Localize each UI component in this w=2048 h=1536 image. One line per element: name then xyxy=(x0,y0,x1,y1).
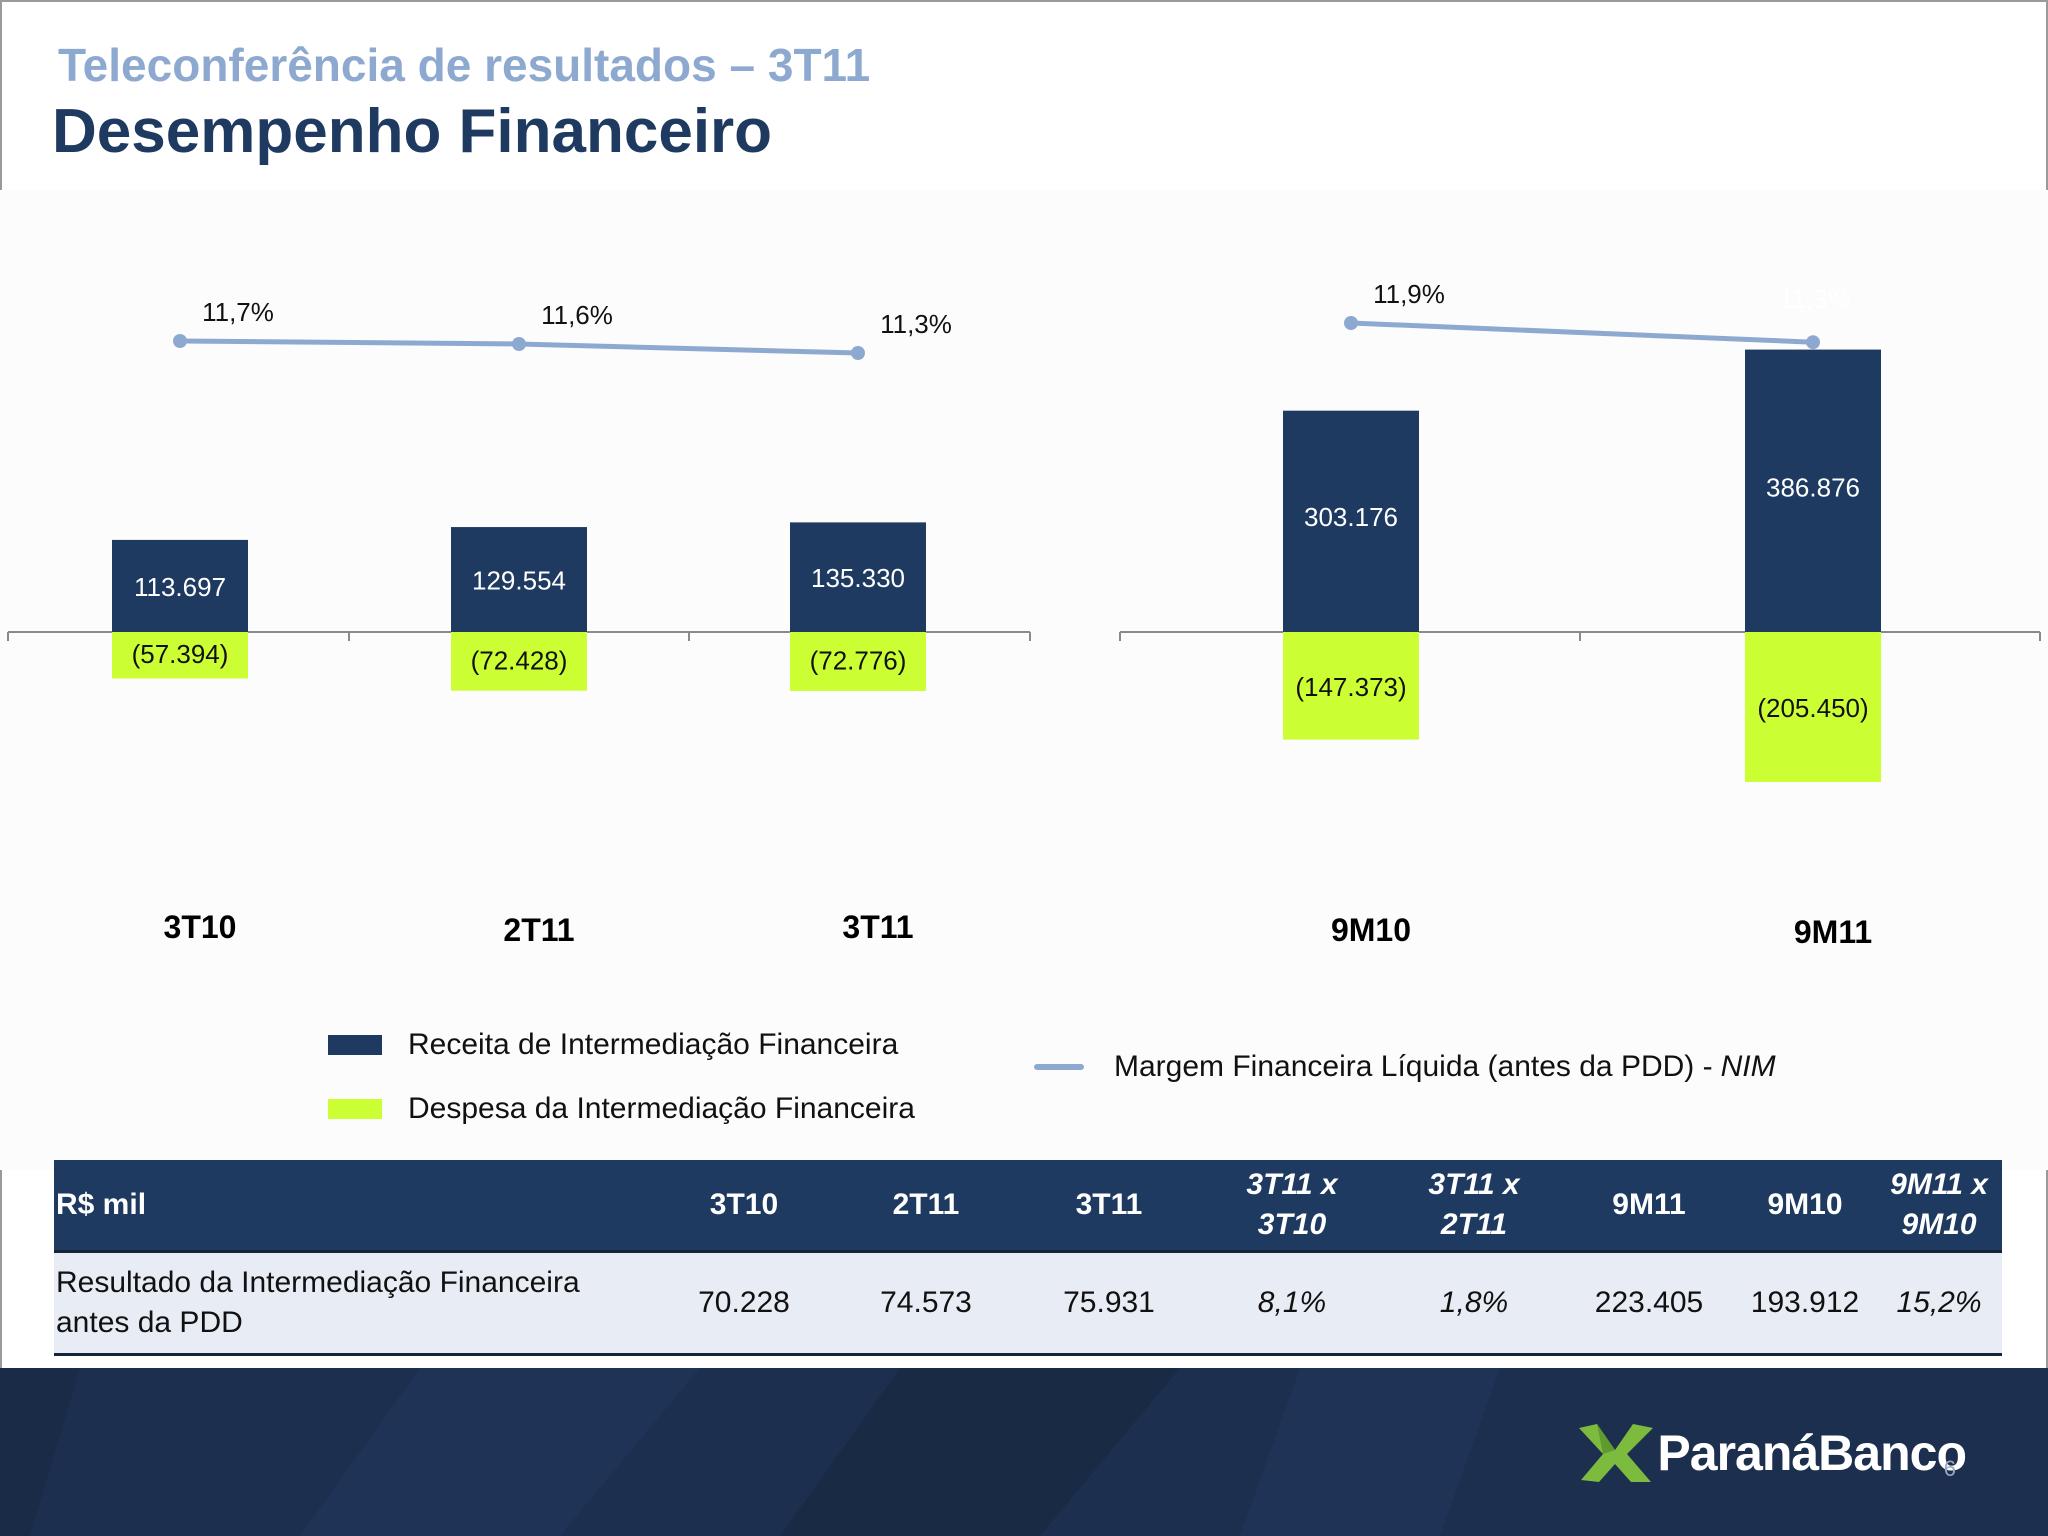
legend-despesa-swatch xyxy=(328,1099,382,1119)
data-label-despesa: (205.450) xyxy=(1757,693,1868,723)
slide-title: Desempenho Financeiro xyxy=(52,97,773,166)
table-cell: 8,1% xyxy=(1200,1250,1384,1356)
table-row: Resultado da Intermediação Financeira ant… xyxy=(54,1250,2002,1356)
financial-chart: 113.697 (57.394) 3T10 129.554 (72.428) 2T11 13… xyxy=(7,279,2041,950)
nim-label: 11,3% xyxy=(880,309,952,339)
legend-despesa: Despesa da Intermediação Financeira xyxy=(328,1092,915,1126)
category-label: 9M10 xyxy=(1331,912,1411,948)
table-header-cell: 3T10 xyxy=(654,1160,834,1252)
nim-label: 11,6% xyxy=(541,300,613,330)
table-cell: 74.573 xyxy=(834,1250,1018,1356)
data-label-despesa: (57.394) xyxy=(132,639,229,669)
footer-pattern xyxy=(0,1368,1500,1536)
category-label: 2T11 xyxy=(503,912,574,948)
table-cell: 70.228 xyxy=(654,1250,834,1356)
page-number: 6 xyxy=(1943,1456,1956,1481)
bar-receita xyxy=(790,522,926,632)
data-label-receita: 113.697 xyxy=(134,572,226,602)
nim-point xyxy=(1344,316,1358,330)
bar-receita xyxy=(112,539,248,632)
legend-receita-swatch xyxy=(328,1035,382,1055)
table-header-cell: 3T11 x 2T11 xyxy=(1384,1160,1564,1252)
nim-label: 11,3% xyxy=(1779,284,1851,314)
brand-mark-icon xyxy=(1579,1424,1654,1482)
legend-nim: Margem Financeira Líquida (antes da PDD)… xyxy=(1034,1050,1776,1084)
footer-band: ParanáBanco 6 xyxy=(0,1368,2048,1536)
legend-nim-line xyxy=(1034,1064,1084,1070)
category-label: 3T10 xyxy=(164,909,237,945)
table-cell: 15,2% xyxy=(1876,1250,2002,1356)
data-label-receita: 129.554 xyxy=(472,566,566,596)
bar-receita xyxy=(1745,349,1881,632)
table-row-label: Resultado da Intermediação Financeira ant… xyxy=(54,1250,654,1356)
nim-line xyxy=(1350,320,1814,345)
table-header-cell: 3T11 xyxy=(1018,1160,1200,1252)
data-label-despesa: (72.428) xyxy=(471,645,568,675)
bar-receita xyxy=(451,527,587,632)
data-label-despesa: (147.373) xyxy=(1295,672,1406,702)
legend-nim-label: Margem Financeira Líquida (antes da PDD)… xyxy=(1114,1050,1713,1083)
data-label-receita: 135.330 xyxy=(811,563,905,593)
bar-despesa xyxy=(1283,632,1419,740)
brand-logo: ParanáBanco xyxy=(1575,1420,1967,1486)
table-header-cell: 9M10 xyxy=(1734,1160,1876,1252)
nim-point xyxy=(512,337,526,351)
legend-receita-label: Receita de Intermediação Financeira xyxy=(408,1028,899,1061)
data-label-receita: 303.176 xyxy=(1304,502,1398,532)
legend-despesa-label: Despesa da Intermediação Financeira xyxy=(408,1092,915,1125)
table-header-cell: 9M11 x 9M10 xyxy=(1876,1160,2002,1252)
nim-label: 11,7% xyxy=(202,297,274,327)
table-cell: 75.931 xyxy=(1018,1250,1200,1356)
table-header-cell: R$ mil xyxy=(54,1160,654,1252)
table-cell: 1,8% xyxy=(1384,1250,1564,1356)
bar-despesa xyxy=(112,632,248,679)
bar-despesa xyxy=(1745,632,1881,782)
table-cell: 193.912 xyxy=(1734,1250,1876,1356)
data-label-despesa: (72.776) xyxy=(810,645,907,675)
bar-despesa xyxy=(790,632,926,691)
table-cell: 223.405 xyxy=(1564,1250,1734,1356)
nim-point xyxy=(173,334,187,348)
chart-background xyxy=(0,190,2048,1170)
slide-subtitle: Teleconferência de resultados – 3T11 xyxy=(58,39,871,91)
table-header-cell: 3T11 x 3T10 xyxy=(1200,1160,1384,1252)
legend-receita: Receita de Intermediação Financeira xyxy=(328,1028,898,1062)
bar-despesa xyxy=(451,632,587,691)
data-label-receita: 386.876 xyxy=(1766,472,1860,502)
brand-logo-text: ParanáBanco xyxy=(1657,1425,1967,1481)
category-label: 9M11 xyxy=(1794,914,1872,950)
nim-label: 11,9% xyxy=(1373,279,1445,309)
bar-receita xyxy=(1283,410,1419,632)
table-header-cell: 9M11 xyxy=(1564,1160,1734,1252)
nim-point xyxy=(1806,335,1820,350)
table-header-cell: 2T11 xyxy=(834,1160,1018,1252)
nim-point xyxy=(851,346,865,360)
category-label: 3T11 xyxy=(842,909,913,945)
legend-nim-italic: NIM xyxy=(1720,1050,1776,1083)
